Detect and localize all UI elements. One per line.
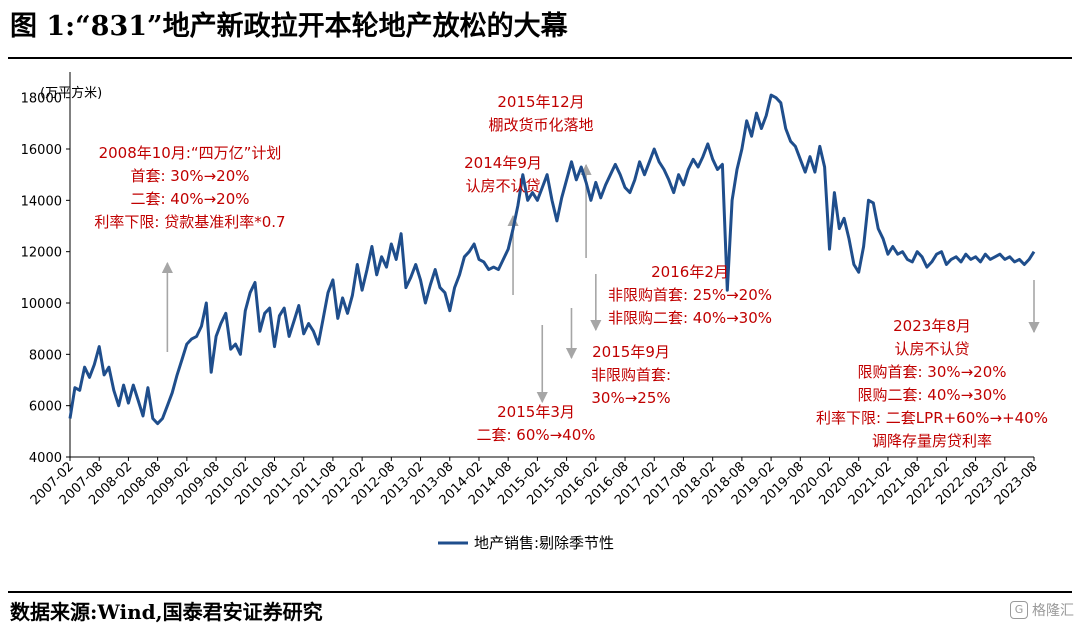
annotation-text: 2015年12月 bbox=[497, 93, 584, 111]
annotation-text: 首套: 30%→20% bbox=[130, 167, 249, 185]
y-tick-label: 14000 bbox=[21, 194, 62, 209]
y-tick-label: 18000 bbox=[21, 92, 62, 107]
source-rule bbox=[8, 591, 1072, 593]
y-tick-label: 10000 bbox=[21, 297, 62, 312]
series-line bbox=[68, 93, 1036, 426]
annotation-text: 利率下限: 二套LPR+60%→+40% bbox=[816, 409, 1048, 427]
y-tick-label: 4000 bbox=[29, 451, 62, 466]
title-rule bbox=[8, 57, 1072, 59]
watermark-logo-icon: G bbox=[1010, 601, 1028, 619]
annotation-text: 2015年3月 bbox=[497, 403, 575, 421]
annotation-text: 认房不认贷 bbox=[894, 340, 969, 358]
y-tick-label: 8000 bbox=[29, 348, 62, 363]
y-axis-unit: (万平方米) bbox=[40, 85, 102, 101]
page-title: 图 1:“831”地产新政拉开本轮地产放松的大幕 bbox=[10, 11, 568, 42]
annotation-text: 利率下限: 贷款基准利率*0.7 bbox=[94, 213, 285, 231]
annotation-text: 棚改货币化落地 bbox=[488, 116, 593, 134]
y-tick-label: 6000 bbox=[29, 400, 62, 415]
annotation-text: 非限购二套: 40%→30% bbox=[608, 309, 772, 327]
annotation-text: 非限购首套: bbox=[591, 366, 671, 384]
annotation-text: 二套: 40%→20% bbox=[130, 190, 249, 208]
annotation-text: 二套: 60%→40% bbox=[476, 426, 595, 444]
y-tick-label: 12000 bbox=[21, 246, 62, 261]
annotation-text: 2016年2月 bbox=[651, 263, 729, 281]
sales-line-chart: (万平方米) 4000 6000 8000 10000 12000 14000 16000 1… bbox=[21, 72, 1048, 552]
annotation-text: 30%→25% bbox=[591, 389, 670, 407]
annotation-text: 2008年10月:“四万亿”计划 bbox=[99, 144, 282, 162]
annotation-text: 2015年9月 bbox=[592, 343, 670, 361]
annotation-text: 限购二套: 40%→30% bbox=[857, 386, 1006, 404]
annotation-text: 调降存量房贷利率 bbox=[872, 432, 992, 450]
annotation-text: 2023年8月 bbox=[893, 317, 971, 335]
watermark-text: 格隆汇 bbox=[1032, 603, 1074, 619]
source-note: 数据来源:Wind,国泰君安证券研究 bbox=[10, 600, 323, 624]
annotation-text: 限购首套: 30%→20% bbox=[857, 363, 1006, 381]
legend-label: 地产销售:剔除季节性 bbox=[474, 534, 614, 552]
y-tick-label: 16000 bbox=[21, 143, 62, 158]
annotation-text: 2014年9月 bbox=[464, 154, 542, 172]
legend: 地产销售:剔除季节性 bbox=[438, 534, 614, 552]
watermark: G 格隆汇 bbox=[1010, 600, 1074, 620]
annotation-text: 认房不认贷 bbox=[465, 177, 540, 195]
annotation-text: 非限购首套: 25%→20% bbox=[608, 286, 772, 304]
